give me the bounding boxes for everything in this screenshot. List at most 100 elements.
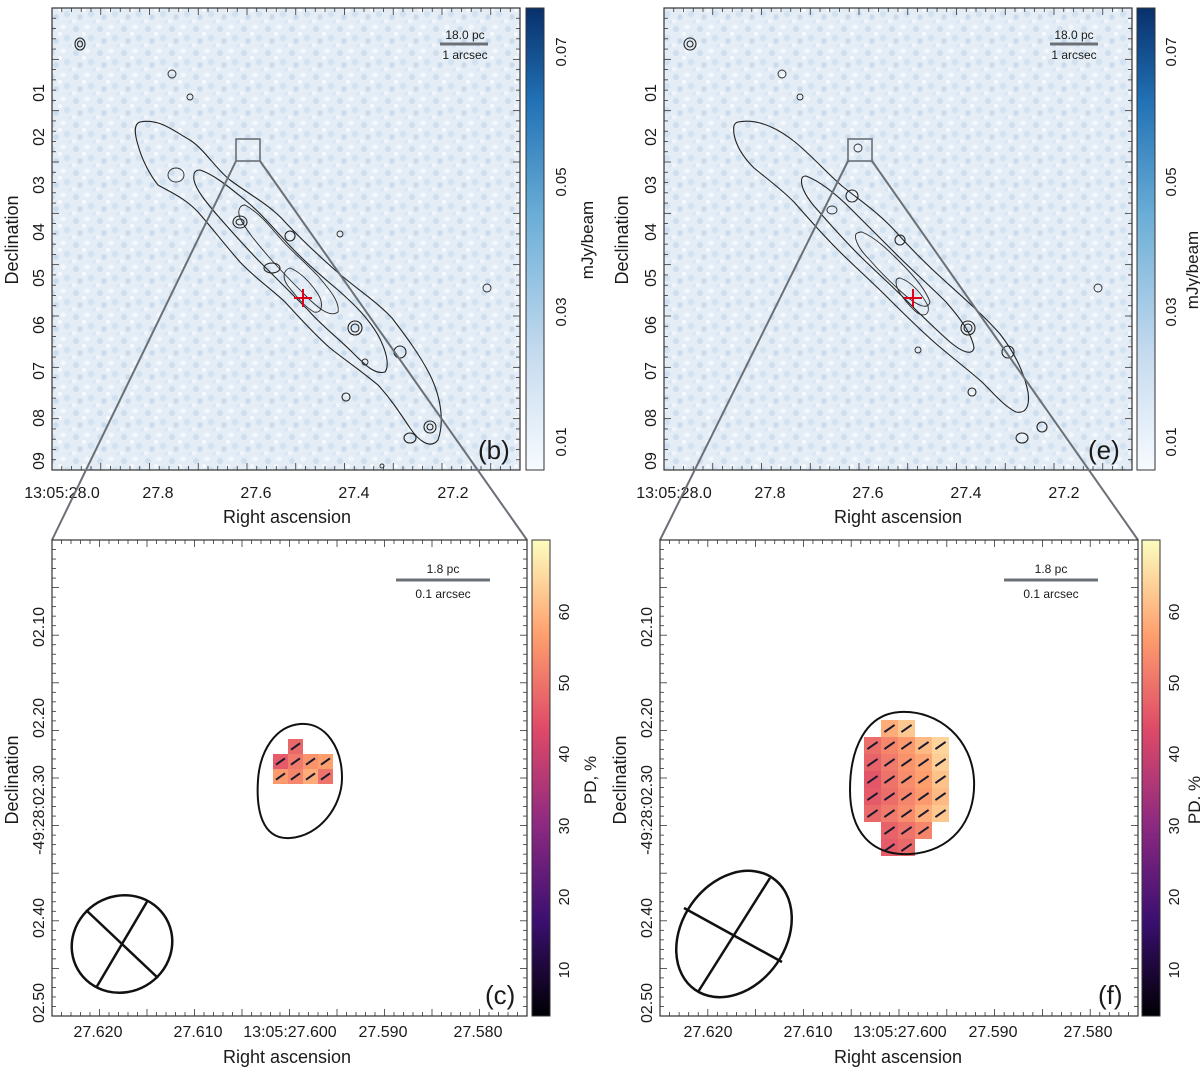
- colorbar-tick-label: 10: [1166, 962, 1183, 979]
- panel-f-contour: [848, 710, 976, 856]
- polarization-vector: [883, 741, 896, 750]
- y-tick-label: 03: [31, 176, 48, 194]
- y-tick-label: 02: [31, 128, 48, 146]
- zoom-line-e-left: [659, 160, 849, 541]
- x-tick-label: 27.610: [174, 1024, 223, 1041]
- y-axis-label-e: Declination: [612, 195, 632, 284]
- colorbar-f-label: PD, %: [1185, 776, 1200, 824]
- y-tick-label: -49:28:02.30: [31, 765, 48, 855]
- scale-bar-e-pc: 18.0 pc: [1054, 28, 1093, 42]
- panel-b: 18.0 pc 1 arcsec (b) 13:05:28.0 27.8 27.…: [2, 7, 597, 527]
- colorbar-e-label: mJy/beam: [1183, 231, 1200, 309]
- polarization-vector: [917, 809, 930, 818]
- colorbar-f: 10 20 30 40 50 60 PD, %: [1141, 539, 1200, 1017]
- polarization-vector: [883, 758, 896, 767]
- x-tick-label: 27.6: [852, 485, 883, 502]
- polarization-vector: [275, 757, 286, 766]
- colorbar-e: 0.01 0.03 0.05 0.07 mJy/beam: [1136, 7, 1200, 471]
- colorbar-tick-label: 0.07: [553, 37, 570, 66]
- y-tick-label: 02.40: [639, 898, 656, 938]
- panel-e-label: (e): [1088, 435, 1120, 465]
- polarization-vector: [917, 741, 930, 750]
- y-tick-label: 02.50: [639, 983, 656, 1023]
- colorbar-tick-label: 10: [556, 962, 573, 979]
- panel-e-ticks: [663, 7, 1133, 471]
- polarization-vector: [917, 758, 930, 767]
- colorbar-b-gradient: [525, 7, 545, 471]
- x-tick-label: 13:05:28.0: [636, 485, 712, 502]
- center-cross-b: [294, 289, 312, 307]
- y-tick-label: 02.10: [639, 607, 656, 647]
- panel-f-label: (f): [1098, 980, 1123, 1010]
- polarization-vector: [917, 775, 930, 784]
- colorbar-e-gradient: [1136, 7, 1156, 471]
- panel-f-pd-cells: [864, 720, 949, 856]
- colorbar-c-label: PD, %: [581, 756, 600, 804]
- polarization-vector: [866, 741, 879, 750]
- colorbar-c: 10 20 30 40 50 60 PD, %: [531, 539, 600, 1017]
- zoom-box-b: [235, 138, 261, 162]
- polarization-vector: [917, 826, 930, 835]
- x-tick-label: 13:05:27.600: [853, 1024, 947, 1041]
- panel-c: 1.8 pc 0.1 arcsec (c) 27.620 27.610 13:0…: [2, 539, 600, 1067]
- panel-e-image: [664, 8, 1132, 470]
- colorbar-tick-label: 30: [1166, 818, 1183, 835]
- y-tick-label: 09: [31, 452, 48, 470]
- x-tick-labels-c: 27.620 27.610 13:05:27.600 27.590 27.580: [74, 1024, 503, 1041]
- polarization-vector: [900, 741, 913, 750]
- scale-bar-f-arcsec: 0.1 arcsec: [1023, 587, 1078, 601]
- colorbar-b: 0.01 0.03 0.05 0.07 mJy/beam: [525, 7, 597, 471]
- y-tick-label: 09: [643, 452, 660, 470]
- colorbar-tick-label: 0.05: [553, 167, 570, 196]
- x-tick-label: 27.4: [950, 485, 981, 502]
- beam-ellipse-f: [674, 869, 794, 999]
- y-tick-labels-f: 02.10 02.20 -49:28:02.30 02.40 02.50: [639, 607, 656, 1023]
- colorbar-tick-label: 0.05: [1163, 167, 1180, 196]
- polarization-vector: [900, 792, 913, 801]
- colorbar-tick-label: 20: [556, 889, 573, 906]
- x-tick-label: 27.8: [754, 485, 785, 502]
- polarization-vector: [305, 757, 316, 766]
- center-cross-e: [904, 289, 922, 307]
- polarization-vector: [900, 809, 913, 818]
- scale-bar-f: 1.8 pc 0.1 arcsec: [1004, 562, 1098, 601]
- polarization-vector: [866, 758, 879, 767]
- polarization-vector: [320, 757, 331, 766]
- polarization-vector: [866, 792, 879, 801]
- colorbar-tick-label: 60: [1166, 604, 1183, 621]
- polarization-vector: [900, 826, 913, 835]
- y-tick-label: 03: [643, 176, 660, 194]
- colorbar-tick-label: 0.07: [1163, 37, 1180, 66]
- x-tick-label: 27.4: [338, 485, 369, 502]
- x-tick-label: 13:05:27.600: [243, 1024, 337, 1041]
- panel-e-contours: [683, 37, 1103, 444]
- polarization-vector: [883, 775, 896, 784]
- y-tick-label: -49:28:02.30: [639, 765, 656, 855]
- y-tick-label: 06: [31, 316, 48, 334]
- polarization-vector: [900, 758, 913, 767]
- colorbar-tick-label: 50: [556, 675, 573, 692]
- y-tick-label: 04: [643, 223, 660, 241]
- polarization-vector: [290, 742, 301, 751]
- x-tick-label: 27.2: [437, 485, 468, 502]
- polarization-vector: [900, 775, 913, 784]
- colorbar-b-label: mJy/beam: [578, 201, 597, 279]
- y-tick-label: 02.50: [31, 983, 48, 1023]
- scale-bar-b-arcsec: 1 arcsec: [442, 48, 487, 62]
- y-axis-label-b: Declination: [2, 195, 22, 284]
- y-tick-label: 05: [31, 269, 48, 287]
- colorbar-tick-label: 20: [1166, 889, 1183, 906]
- polarization-vector: [866, 809, 879, 818]
- y-tick-label: 04: [31, 223, 48, 241]
- zoom-line-b-left: [51, 160, 237, 541]
- colorbar-tick-label: 0.03: [553, 297, 570, 326]
- colorbar-tick-label: 0.01: [553, 427, 570, 456]
- scale-bar-b: 18.0 pc 1 arcsec: [440, 28, 488, 62]
- polarization-vector: [866, 775, 879, 784]
- polarization-vector: [883, 843, 896, 852]
- x-tick-label: 27.580: [454, 1024, 503, 1041]
- x-tick-label: 27.580: [1064, 1024, 1113, 1041]
- y-tick-labels-c: 02.10 02.20 -49:28:02.30 02.40 02.50: [31, 607, 48, 1023]
- polarization-vector: [934, 741, 947, 750]
